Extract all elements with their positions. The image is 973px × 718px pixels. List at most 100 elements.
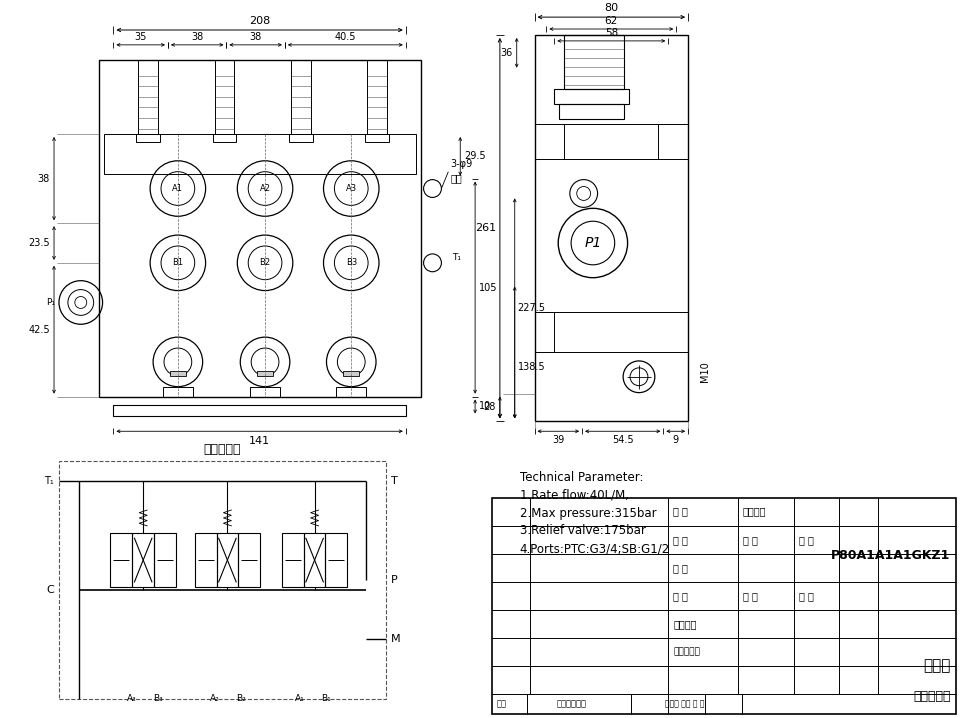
Text: 重 量: 重 量	[742, 535, 758, 545]
Bar	[282, 533, 304, 587]
Bar	[238, 533, 260, 587]
Bar	[114, 404, 406, 416]
Text: 28: 28	[484, 403, 496, 412]
Text: 更改人 日期 审 核: 更改人 日期 审 核	[666, 699, 704, 708]
Text: B₁: B₁	[322, 694, 332, 703]
Bar	[212, 134, 236, 142]
Text: 38: 38	[249, 32, 262, 42]
Text: M: M	[391, 634, 401, 644]
Text: 制 图: 制 图	[673, 535, 688, 545]
Text: 10: 10	[479, 401, 491, 411]
Bar	[214, 60, 234, 134]
Bar	[534, 35, 688, 421]
Text: 工艺检查: 工艺检查	[673, 619, 697, 629]
Text: B1: B1	[172, 258, 184, 267]
Bar	[555, 90, 629, 104]
Bar	[217, 533, 238, 587]
Text: 23.5: 23.5	[28, 238, 50, 248]
Text: 39: 39	[553, 435, 564, 445]
Bar	[291, 60, 310, 134]
Text: A₂: A₂	[209, 694, 219, 703]
Text: 校 对: 校 对	[673, 591, 688, 601]
Text: A₁: A₁	[295, 694, 305, 703]
Bar	[138, 60, 158, 134]
Text: 3.Relief valve:175bar: 3.Relief valve:175bar	[520, 524, 645, 537]
Text: 141: 141	[249, 437, 270, 446]
Text: 设 计: 设 计	[673, 507, 688, 517]
Text: Technical Parameter:: Technical Parameter:	[520, 471, 643, 484]
Text: 138.5: 138.5	[518, 363, 545, 373]
Text: 35: 35	[134, 32, 147, 42]
Text: 标准化检查: 标准化检查	[673, 648, 701, 656]
Bar	[564, 35, 624, 90]
Text: A₃: A₃	[126, 694, 136, 703]
Text: T: T	[391, 476, 398, 486]
Text: 图样标记: 图样标记	[742, 507, 766, 517]
Text: 比 例: 比 例	[799, 535, 814, 545]
Text: 42.5: 42.5	[28, 325, 50, 335]
Text: 描 图: 描 图	[673, 563, 688, 573]
Text: P: P	[391, 575, 398, 585]
Text: 38: 38	[191, 32, 203, 42]
Bar	[250, 387, 280, 396]
Text: P₁: P₁	[47, 298, 55, 307]
Bar	[365, 134, 389, 142]
Bar	[195, 533, 217, 587]
Text: A2: A2	[260, 184, 270, 193]
Text: 58: 58	[604, 28, 618, 38]
Text: 29.5: 29.5	[464, 151, 486, 162]
Text: 共 张: 共 张	[742, 591, 758, 601]
Bar	[304, 533, 326, 587]
Text: 62: 62	[604, 16, 618, 26]
Text: 外型尺寸图: 外型尺寸图	[914, 690, 951, 703]
Text: B₃: B₃	[153, 694, 162, 703]
Bar	[111, 533, 132, 587]
Text: 227.5: 227.5	[518, 304, 546, 314]
Bar	[132, 533, 154, 587]
Bar	[257, 370, 273, 376]
Text: 80: 80	[604, 3, 619, 13]
Text: B2: B2	[260, 258, 270, 267]
Text: 1.Rate flow:40L/M,: 1.Rate flow:40L/M,	[520, 489, 629, 502]
Text: 105: 105	[479, 283, 497, 293]
Bar	[98, 60, 420, 396]
Bar	[163, 387, 193, 396]
Bar	[559, 104, 624, 119]
Bar	[103, 134, 415, 174]
Text: 第 张: 第 张	[799, 591, 814, 601]
Bar	[59, 461, 386, 699]
Text: 40.5: 40.5	[335, 32, 356, 42]
Text: P1: P1	[584, 236, 601, 250]
Bar	[367, 60, 387, 134]
Bar	[136, 134, 160, 142]
Text: 2.Max pressure:315bar: 2.Max pressure:315bar	[520, 507, 657, 520]
Bar	[170, 370, 186, 376]
Text: 3-φ9: 3-φ9	[450, 159, 473, 169]
Text: 液压原理图: 液压原理图	[203, 443, 241, 456]
Text: T₁: T₁	[452, 253, 461, 262]
Bar	[326, 533, 347, 587]
Text: 54.5: 54.5	[612, 435, 633, 445]
Text: 多路阀: 多路阀	[923, 658, 951, 673]
Text: 通孔: 通孔	[450, 174, 462, 184]
Text: 标记: 标记	[497, 699, 507, 708]
Text: 36: 36	[500, 48, 513, 57]
Text: B₂: B₂	[236, 694, 246, 703]
Text: 38: 38	[38, 174, 50, 184]
Text: A1: A1	[172, 184, 183, 193]
Text: T₁: T₁	[45, 476, 54, 486]
Text: 261: 261	[475, 223, 496, 233]
Text: 4.Ports:PTC:G3/4;SB:G1/2: 4.Ports:PTC:G3/4;SB:G1/2	[520, 542, 670, 555]
Bar	[337, 387, 366, 396]
Text: 208: 208	[249, 16, 270, 26]
Bar	[343, 370, 359, 376]
Text: B3: B3	[345, 258, 357, 267]
Text: C: C	[47, 584, 54, 595]
Text: 9: 9	[672, 435, 679, 445]
Text: P80A1A1A1GKZ1: P80A1A1A1GKZ1	[831, 549, 951, 562]
Text: 更改内容概述: 更改内容概述	[557, 699, 586, 708]
Bar	[289, 134, 312, 142]
Bar	[492, 498, 955, 714]
Text: A3: A3	[345, 184, 357, 193]
Bar	[154, 533, 176, 587]
